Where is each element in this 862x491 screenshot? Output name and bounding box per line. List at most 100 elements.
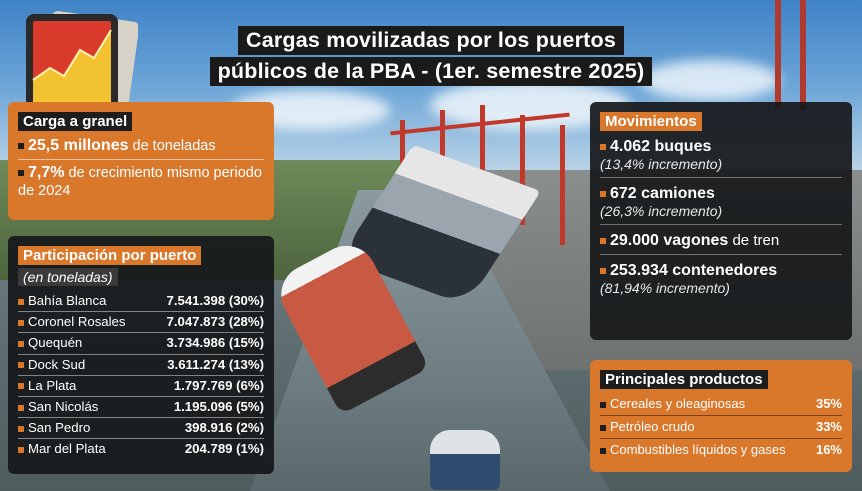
movimiento-extra: de tren xyxy=(728,232,780,249)
port-value: 1.195.096 (5%) xyxy=(173,399,264,415)
movimiento-note: (81,94% incremento) xyxy=(600,280,730,296)
table-row: Coronel Rosales 7.047.873 (28%) xyxy=(18,312,264,334)
bullet-square-icon xyxy=(18,143,24,150)
movimiento-item: 29.000 vagones de tren xyxy=(600,231,842,250)
port-name: San Nicolás xyxy=(28,399,99,415)
port-name: Coronel Rosales xyxy=(28,314,126,330)
port-name: Dock Sud xyxy=(28,356,86,372)
movimiento-value: 4.062 buques xyxy=(610,138,712,155)
panel-movimientos: Movimientos 4.062 buques (13,4% increment… xyxy=(590,102,852,340)
port-name: Quequén xyxy=(28,335,83,351)
granel-item: 25,5 millones de toneladas xyxy=(18,137,264,155)
bullet-square-icon xyxy=(18,383,24,390)
granel-heading: Carga a granel xyxy=(18,112,133,131)
producto-name: Cereales y oleaginosas xyxy=(610,396,746,411)
crane xyxy=(520,115,525,225)
producto-row: Petróleo crudo 33% xyxy=(600,416,842,439)
bullet-square-icon xyxy=(600,424,606,431)
panel-principales-productos: Principales productos Cereales y oleagin… xyxy=(590,360,852,472)
cloud xyxy=(640,60,780,100)
port-name-cell: San Nicolás xyxy=(18,397,98,417)
bullet-square-icon xyxy=(600,237,606,244)
port-value: 3.734.986 (15%) xyxy=(166,335,264,351)
bullet-square-icon xyxy=(18,298,24,305)
port-value: 1.797.769 (6%) xyxy=(173,377,264,393)
port-name-cell: La Plata xyxy=(18,376,76,396)
table-row: La Plata 1.797.769 (6%) xyxy=(18,376,264,398)
granel-item: 7,7% de crecimiento mismo periodo de 202… xyxy=(18,164,264,200)
port-value: 3.611.274 (13%) xyxy=(167,356,264,372)
bullet-square-icon xyxy=(18,340,24,347)
movimiento-main: 253.934 contenedores xyxy=(600,261,842,280)
productos-list: Cereales y oleaginosas 35% Petróleo crudo 3… xyxy=(600,393,842,461)
port-name-cell: Mar del Plata xyxy=(18,439,106,459)
granel-value: 25,5 millones xyxy=(28,137,129,154)
divider xyxy=(600,177,842,178)
bullet-square-icon xyxy=(18,446,24,453)
producto-name-cell: Combustibles líquidos y gases xyxy=(600,439,786,461)
productos-heading: Principales productos xyxy=(600,370,768,389)
movimiento-note: (26,3% incremento) xyxy=(600,203,723,219)
table-row: San Nicolás 1.195.096 (5%) xyxy=(18,397,264,419)
port-name: San Pedro xyxy=(28,420,91,436)
movimiento-note: (13,4% incremento) xyxy=(600,156,723,172)
producto-name: Combustibles líquidos y gases xyxy=(610,442,786,457)
port-value: 7.047.873 (28%) xyxy=(166,314,264,330)
port-value: 204.789 (1%) xyxy=(184,441,264,457)
participacion-heading: Participación por puerto xyxy=(18,246,202,265)
table-row: Mar del Plata 204.789 (1%) xyxy=(18,439,264,459)
port-value: 7.541.398 (30%) xyxy=(166,293,264,308)
bullet-square-icon xyxy=(18,362,24,369)
crane xyxy=(560,125,565,245)
table-row: San Pedro 398.916 (2%) xyxy=(18,418,264,440)
port-name-cell: Quequén xyxy=(18,333,82,353)
title-line-2: públicos de la PBA - (1er. semestre 2025… xyxy=(209,57,653,86)
bullet-square-icon xyxy=(18,425,24,432)
producto-name-cell: Cereales y oleaginosas xyxy=(600,393,745,415)
divider xyxy=(600,254,842,255)
port-name: Bahía Blanca xyxy=(28,293,107,308)
movimiento-value: 29.000 vagones xyxy=(610,232,729,249)
participacion-subheading: (en toneladas) xyxy=(18,268,118,286)
bullet-square-icon xyxy=(600,267,606,274)
movimiento-value: 672 camiones xyxy=(610,185,715,202)
bullet-square-icon xyxy=(600,190,606,197)
movimiento-main: 29.000 vagones de tren xyxy=(600,231,842,250)
table-row: Bahía Blanca 7.541.398 (30%) xyxy=(18,291,264,313)
bullet-square-icon xyxy=(18,319,24,326)
port-name: La Plata xyxy=(28,377,77,393)
movimiento-main: 4.062 buques xyxy=(600,137,842,156)
port-name-cell: San Pedro xyxy=(18,418,90,438)
bullet-square-icon xyxy=(600,401,606,408)
producto-row: Cereales y oleaginosas 35% xyxy=(600,393,842,416)
page-title: Cargas movilizadas por los puertos públi… xyxy=(0,26,862,86)
bullet-square-icon xyxy=(18,170,24,177)
port-name-cell: Coronel Rosales xyxy=(18,312,126,332)
divider xyxy=(600,224,842,225)
producto-pct: 16% xyxy=(815,442,842,457)
crane xyxy=(775,0,781,110)
bullet-square-icon xyxy=(600,447,606,454)
granel-text: de toneladas xyxy=(128,138,216,154)
producto-pct: 35% xyxy=(815,396,842,411)
granel-value: 7,7% xyxy=(28,164,65,181)
bullet-square-icon xyxy=(600,143,606,150)
movimiento-value: 253.934 contenedores xyxy=(610,262,778,279)
tablet-chart-icon xyxy=(26,11,138,112)
producto-row: Combustibles líquidos y gases 16% xyxy=(600,439,842,461)
port-value: 398.916 (2%) xyxy=(184,420,264,436)
tugboat xyxy=(430,430,500,490)
port-name: Mar del Plata xyxy=(28,441,106,457)
crane xyxy=(480,105,485,200)
movimientos-list: 4.062 buques (13,4% incremento) 672 camion… xyxy=(600,137,842,297)
port-name-cell: Dock Sud xyxy=(18,355,85,375)
crane xyxy=(800,0,806,110)
port-name-cell: Bahía Blanca xyxy=(18,291,106,311)
table-row: Quequén 3.734.986 (15%) xyxy=(18,333,264,355)
movimiento-item: 253.934 contenedores (81,94% incremento) xyxy=(600,261,842,297)
panel-carga-granel: Carga a granel 25,5 millones de tonelada… xyxy=(8,102,274,220)
panel-participacion-puerto: Participación por puerto (en toneladas) … xyxy=(8,236,274,474)
divider xyxy=(18,159,264,160)
producto-pct: 33% xyxy=(815,419,842,434)
title-line-1: Cargas movilizadas por los puertos xyxy=(237,26,624,55)
